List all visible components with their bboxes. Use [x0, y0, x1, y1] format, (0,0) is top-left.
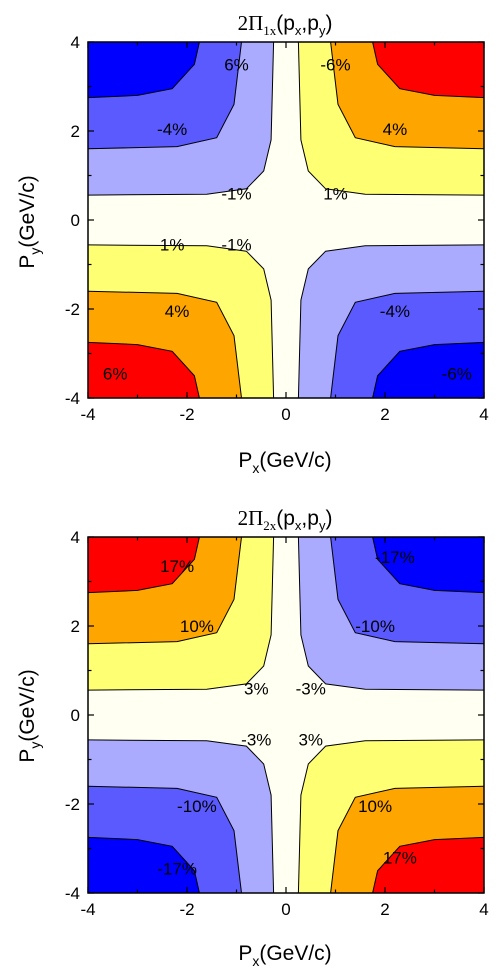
panel-2: 2Π2x(px,py) 17% -17% 10% -10% 3% -3% -3% 3% -10%… — [16, 506, 489, 969]
contour-label: -10% — [177, 797, 217, 816]
contour-label: -1% — [221, 235, 251, 254]
contour-label: -3% — [296, 679, 326, 698]
contour-label: -6% — [320, 55, 350, 74]
x-tick-label: 4 — [479, 405, 488, 424]
contour-label: -3% — [241, 730, 271, 749]
x-tick-label: 0 — [281, 405, 290, 424]
contour-label: -10% — [355, 617, 395, 636]
x-tick-label: 2 — [380, 900, 389, 919]
contour-label: 1% — [160, 235, 185, 254]
contour-band-bottom-left-level-3 — [88, 836, 200, 893]
contour-label: -17% — [157, 860, 197, 879]
contour-label: 6% — [103, 365, 128, 384]
panel-2-plot-area: 17% -17% 10% -10% 3% -3% -3% 3% -10% 10% -17% 17% — [88, 537, 484, 893]
y-tick-label: 2 — [71, 617, 80, 636]
panel-1-y-axis-label: Py(GeV/c) — [16, 175, 43, 268]
contour-label: -4% — [157, 120, 187, 139]
contour-label: 4% — [165, 302, 190, 321]
contour-label: 10% — [358, 797, 392, 816]
y-tick-label: -4 — [65, 884, 80, 903]
contour-fill-group — [88, 537, 484, 893]
x-tick-label: 0 — [281, 900, 290, 919]
contour-label: -17% — [375, 548, 415, 567]
panel-1: 2Π1x(px,py) 6% -6%-4% 4%-1% 1%1% -1%4% -4%6% -… — [16, 11, 489, 476]
panel-2-axes: -4 -2 0 2 4 -4 -2 0 2 4 — [65, 528, 489, 919]
y-tick-label: -2 — [65, 795, 80, 814]
contour-fill-group — [88, 42, 484, 398]
contour-band-top-right-level-3 — [372, 537, 484, 594]
panel-2-x-axis-label: Px(GeV/c) — [238, 942, 331, 969]
x-tick-label: 4 — [479, 900, 488, 919]
y-tick-label: 4 — [71, 33, 80, 52]
contour-band-bottom-right-level-3 — [372, 836, 484, 893]
panel-2-y-axis-label: Py(GeV/c) — [16, 669, 43, 762]
contour-band-bottom-right-level-3 — [372, 341, 484, 398]
panel-2-title: 2Π2x(px,py) — [238, 506, 333, 533]
contour-label: 17% — [160, 557, 194, 576]
contour-band-top-left-level-3 — [88, 537, 200, 594]
contour-band-top-right-level-3 — [372, 42, 484, 99]
contour-label: 1% — [323, 184, 348, 203]
panel-1-plot-area: 6% -6% -4% 4% -1% 1% 1% -1% 4% -4% 6% -6% — [88, 42, 484, 398]
contour-band-top-left-level-3 — [88, 42, 200, 99]
contour-label: 3% — [298, 730, 323, 749]
x-tick-label: -4 — [80, 405, 95, 424]
x-tick-label: -4 — [80, 900, 95, 919]
contour-label: -4% — [380, 302, 410, 321]
contour-band-bottom-left-level-3 — [88, 341, 200, 398]
y-tick-label: 2 — [71, 122, 80, 141]
panel-1-axes: -4 -2 0 2 4 -4 -2 0 2 4 — [65, 33, 489, 424]
contour-label: -6% — [442, 365, 472, 384]
contour-label: 3% — [244, 679, 269, 698]
contour-label: 10% — [180, 617, 214, 636]
y-tick-label: 4 — [71, 528, 80, 547]
panel-1-title: 2Π1x(px,py) — [238, 11, 333, 38]
y-tick-label: -4 — [65, 389, 80, 408]
contour-label: 6% — [224, 55, 249, 74]
x-tick-label: -2 — [179, 405, 194, 424]
y-tick-label: -2 — [65, 300, 80, 319]
y-tick-label: 0 — [71, 211, 80, 230]
contour-label: 4% — [383, 120, 408, 139]
y-tick-label: 0 — [71, 706, 80, 725]
x-tick-label: 2 — [380, 405, 389, 424]
contour-label: -1% — [221, 184, 251, 203]
x-tick-label: -2 — [179, 900, 194, 919]
panel-1-x-axis-label: Px(GeV/c) — [238, 449, 331, 476]
contour-label: 17% — [383, 848, 417, 867]
